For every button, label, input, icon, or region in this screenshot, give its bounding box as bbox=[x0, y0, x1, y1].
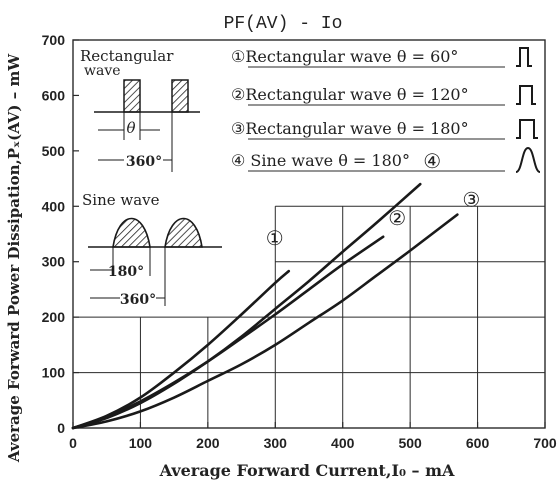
data-series bbox=[71, 182, 459, 430]
series-marker-2: ② bbox=[388, 206, 406, 230]
series-marker-4: ④ bbox=[423, 149, 441, 173]
x-tick-label: 100 bbox=[129, 435, 153, 451]
chart-title: PF(AV) - Io bbox=[224, 14, 343, 34]
y-tick-label: 700 bbox=[42, 32, 66, 48]
y-tick-label: 100 bbox=[42, 365, 66, 381]
rect-pulse bbox=[171, 79, 189, 113]
sine-period-label: 360° bbox=[120, 292, 156, 308]
rectangular-wave-inset: Rectangular wave θ 360° bbox=[80, 47, 200, 172]
plot-frame bbox=[72, 39, 546, 429]
y-tick-label: 600 bbox=[42, 87, 66, 103]
series-line-4 bbox=[71, 182, 422, 430]
rect-theta-label: θ bbox=[126, 119, 135, 137]
y-tick-label: 200 bbox=[42, 309, 66, 325]
rect-inset-title-2: wave bbox=[84, 63, 121, 79]
series-line-1 bbox=[71, 269, 291, 430]
x-tick-label: 700 bbox=[533, 435, 557, 451]
x-tick-label: 0 bbox=[69, 435, 77, 451]
x-tick-label: 400 bbox=[331, 435, 355, 451]
y-tick-label: 300 bbox=[42, 254, 66, 270]
legend-entry-4: ④ Sine wave θ = 180° bbox=[231, 151, 410, 170]
series-marker-3: ③ bbox=[462, 188, 480, 212]
x-tick-label: 300 bbox=[264, 435, 288, 451]
rect-pulse bbox=[123, 79, 141, 113]
y-tick-label: 500 bbox=[42, 143, 66, 159]
rect-wave-glyph bbox=[516, 47, 532, 67]
series-line-3 bbox=[71, 213, 459, 430]
grid bbox=[72, 39, 546, 429]
y-tick-label: 400 bbox=[42, 198, 66, 214]
series-markers: ① ② ③④ bbox=[266, 149, 481, 250]
sine-wave-glyph bbox=[515, 146, 541, 173]
sine-hump bbox=[112, 217, 151, 248]
sine-half-label: 180° bbox=[108, 264, 144, 280]
legend-entry-3: ③Rectangular wave θ = 180° bbox=[231, 119, 469, 138]
x-tick-label: 200 bbox=[196, 435, 220, 451]
tick-labels: 0 100 200 300 400 500 600 700 0 100 200 300 400 500 60… bbox=[42, 32, 557, 451]
y-axis-label: Average Forward Power Dissipation,Pₓ(AV)… bbox=[5, 53, 23, 463]
rect-period-label: 360° bbox=[126, 154, 162, 170]
y-tick-label: 0 bbox=[57, 420, 65, 436]
legend: ①Rectangular wave θ = 60° ②Rectangular wa… bbox=[231, 47, 541, 173]
x-tick-label: 600 bbox=[466, 435, 490, 451]
series-marker-1: ① bbox=[266, 226, 284, 250]
x-tick-label: 500 bbox=[398, 435, 422, 451]
legend-entry-1: ①Rectangular wave θ = 60° bbox=[231, 47, 458, 66]
sine-wave-inset: Sine wave 180° 360° bbox=[82, 191, 222, 308]
rect-wave-glyph bbox=[516, 119, 538, 139]
sine-inset-title: Sine wave bbox=[82, 191, 160, 209]
sine-hump bbox=[164, 217, 203, 248]
legend-entry-2: ②Rectangular wave θ = 120° bbox=[231, 85, 469, 104]
x-axis-label: Average Forward Current,I₀ – mA bbox=[159, 461, 455, 480]
rect-wave-glyph bbox=[516, 85, 536, 105]
rect-inset-title-1: Rectangular bbox=[80, 47, 174, 65]
